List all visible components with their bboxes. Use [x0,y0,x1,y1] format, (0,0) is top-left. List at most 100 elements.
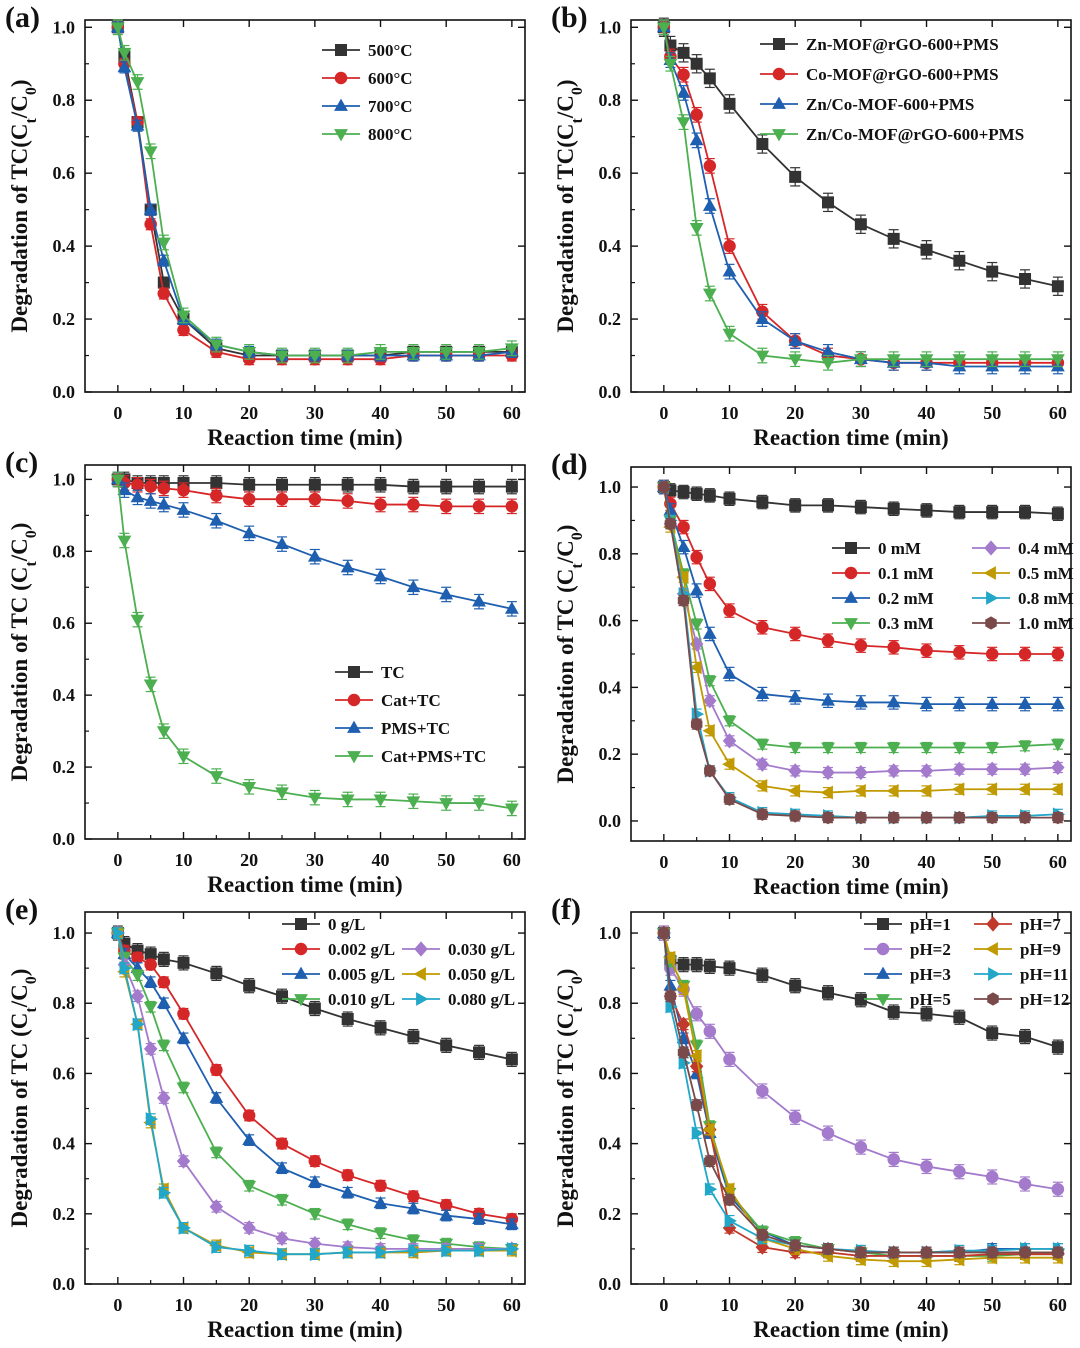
data-point [340,560,355,573]
data-point [789,499,802,512]
data-point [985,647,999,661]
data-point [854,764,868,781]
legend-label: TC [381,663,405,682]
data-point [210,489,223,502]
data-point [756,969,769,982]
data-point [156,497,171,510]
data-point [689,619,704,632]
data-point [788,1111,802,1124]
data-point [702,198,717,211]
data-point [676,85,691,98]
data-point [723,97,736,110]
data-point [689,660,702,675]
data-point [156,1040,171,1053]
data-point [887,1245,900,1260]
data-point [854,993,867,1006]
legend-label: Cat+PMS+TC [381,747,486,766]
data-point [143,1041,158,1057]
y-tick-label: 0.6 [599,163,622,183]
data-point [1019,506,1032,519]
x-axis-title: Reaction time (min) [207,872,402,897]
data-point [1051,647,1065,661]
data-point [886,695,901,708]
legend: Zn-MOF@rGO-600+PMS Co-MOF@rGO-600+PMS Zn/C… [760,35,1024,144]
legend-label: pH=7 [1020,915,1061,934]
x-tick-label: 10 [175,1295,193,1315]
data-point [275,1194,289,1208]
data-point [886,784,899,798]
data-point [887,232,900,245]
data-point [373,346,388,360]
data-point [131,478,144,492]
data-point [663,950,676,965]
data-point [178,1220,191,1235]
series-line [116,27,512,361]
data-point [756,496,769,509]
data-point [822,810,834,825]
data-point [242,525,257,539]
data-point [407,1030,420,1043]
x-tick-label: 50 [983,852,1001,872]
series-line [662,932,1059,1048]
data-point [473,480,486,493]
data-point [1019,1030,1032,1043]
data-point [1051,507,1064,520]
data-point [985,761,999,777]
data-point [1018,740,1032,754]
data-point [275,1137,289,1150]
data-point [211,1240,224,1255]
data-point [110,474,125,487]
data-point [110,22,125,35]
x-axis-title: Reaction time (min) [753,425,948,450]
data-point [853,784,866,798]
data-point [374,498,387,511]
legend-marker [986,916,1000,932]
data-point [143,202,158,215]
legend-label: Zn/Co-MOF@rGO-600+PMS [806,125,1024,144]
data-point [986,265,999,278]
data-point [130,77,145,90]
data-point [887,1153,900,1166]
series-line [662,932,1058,1254]
series-pH=9 [656,926,1063,1269]
series-0.080 g/L [112,926,520,1262]
data-point [952,354,967,367]
data-point [676,982,689,997]
legend-marker [844,618,858,631]
data-point [702,626,717,639]
x-tick-label: 30 [852,1295,870,1315]
series-line [662,27,1058,368]
data-point [722,715,737,729]
data-point [1050,782,1063,797]
x-tick-label: 20 [786,403,804,423]
data-point [210,967,223,980]
data-point [276,478,289,491]
data-point [242,1109,256,1122]
x-tick-label: 0 [659,1295,668,1315]
data-point [854,639,868,652]
data-point [145,1112,159,1126]
x-tick-label: 60 [1049,852,1067,872]
y-tick-label: 0.0 [599,1274,622,1294]
data-point [406,1235,421,1248]
legend-label: 0.5 mM [1018,564,1074,583]
data-point [176,1153,191,1169]
data-point [407,498,420,511]
data-point [756,621,769,634]
data-point [755,350,770,363]
data-point [242,1180,257,1194]
x-tick-label: 10 [175,403,193,423]
data-point [440,480,453,493]
x-tick-label: 40 [372,1295,390,1315]
series-1.0 mM [658,480,1064,825]
data-point [690,1007,703,1021]
y-tick-label: 1.0 [53,17,76,37]
data-point [690,958,703,971]
series-pH=1 [657,925,1064,1055]
data-point [658,926,670,940]
data-point [209,1199,224,1215]
series-line [662,932,1058,1257]
y-tick-label: 0.0 [53,1274,76,1294]
series-PMS+TC [110,471,519,617]
panel-c: (c) 0 10 20 30 40 50 60 0.0 0.2 0.4 0.6 0.8 1.0 Reacti… [5,446,526,897]
